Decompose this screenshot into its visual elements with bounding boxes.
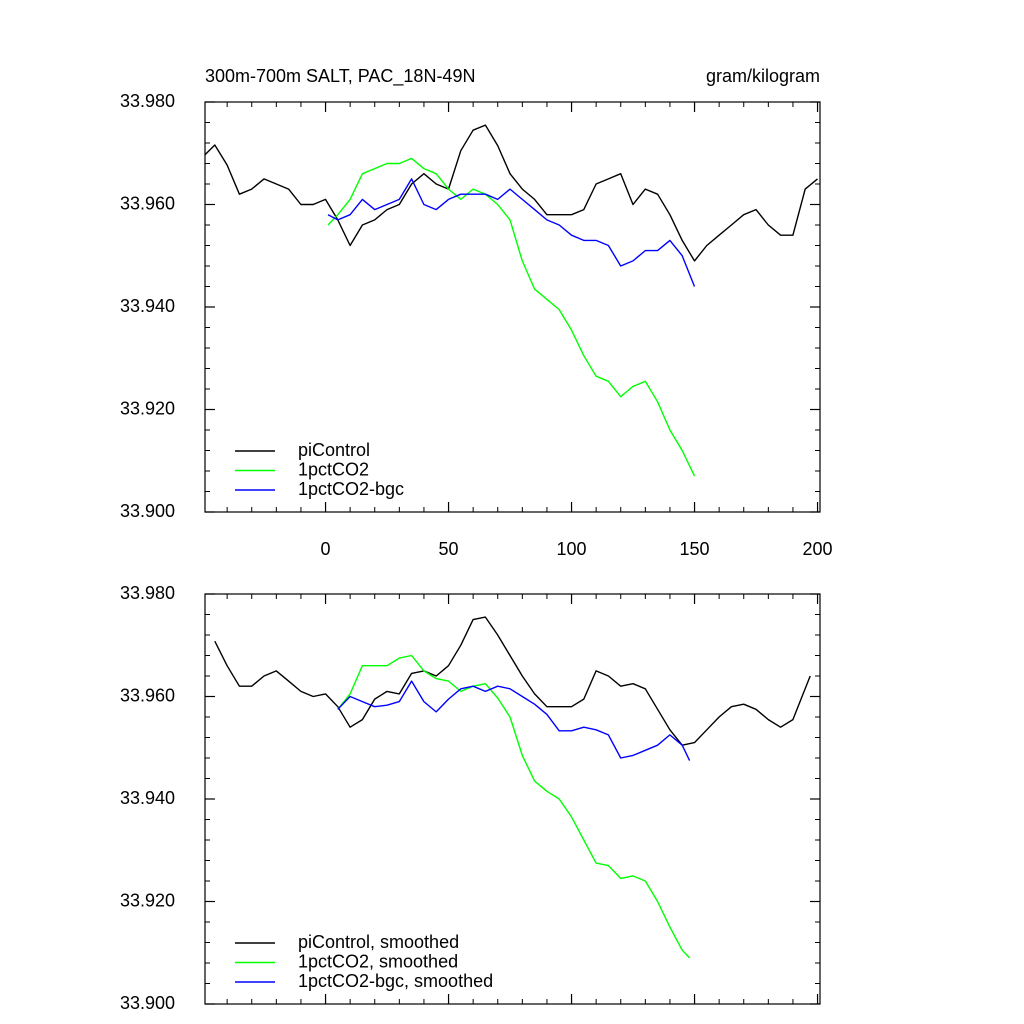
x-tick-label: 150 <box>680 539 710 559</box>
y-tick-label: 33.980 <box>120 583 175 603</box>
legend-label: piControl, smoothed <box>298 932 459 952</box>
y-tick-label: 33.980 <box>120 91 175 111</box>
series-line <box>214 616 811 746</box>
chart-title: 300m-700m SALT, PAC_18N-49N <box>205 66 475 87</box>
legend-label: 1pctCO2-bgc, smoothed <box>298 971 493 991</box>
legend-label: piControl <box>298 440 370 460</box>
legend-label: 1pctCO2, smoothed <box>298 951 458 971</box>
y-tick-label: 33.940 <box>120 788 175 808</box>
series-line <box>337 680 691 761</box>
legend-label: 1pctCO2 <box>298 459 369 479</box>
x-tick-label: 100 <box>557 539 587 559</box>
y-tick-label: 33.960 <box>120 685 175 705</box>
series-line <box>204 124 818 262</box>
units-label: gram/kilogram <box>706 66 820 86</box>
y-tick-label: 33.920 <box>120 398 175 418</box>
y-tick-label: 33.900 <box>120 501 175 521</box>
y-tick-label: 33.940 <box>120 296 175 316</box>
series-line <box>337 654 691 959</box>
y-tick-label: 33.900 <box>120 993 175 1013</box>
x-tick-label: 50 <box>439 539 459 559</box>
series-line <box>327 157 696 477</box>
y-tick-label: 33.920 <box>120 890 175 910</box>
y-tick-label: 33.960 <box>120 193 175 213</box>
x-tick-label: 0 <box>321 539 331 559</box>
x-tick-label: 200 <box>803 539 833 559</box>
legend-label: 1pctCO2-bgc <box>298 479 404 499</box>
series-line <box>327 178 696 287</box>
